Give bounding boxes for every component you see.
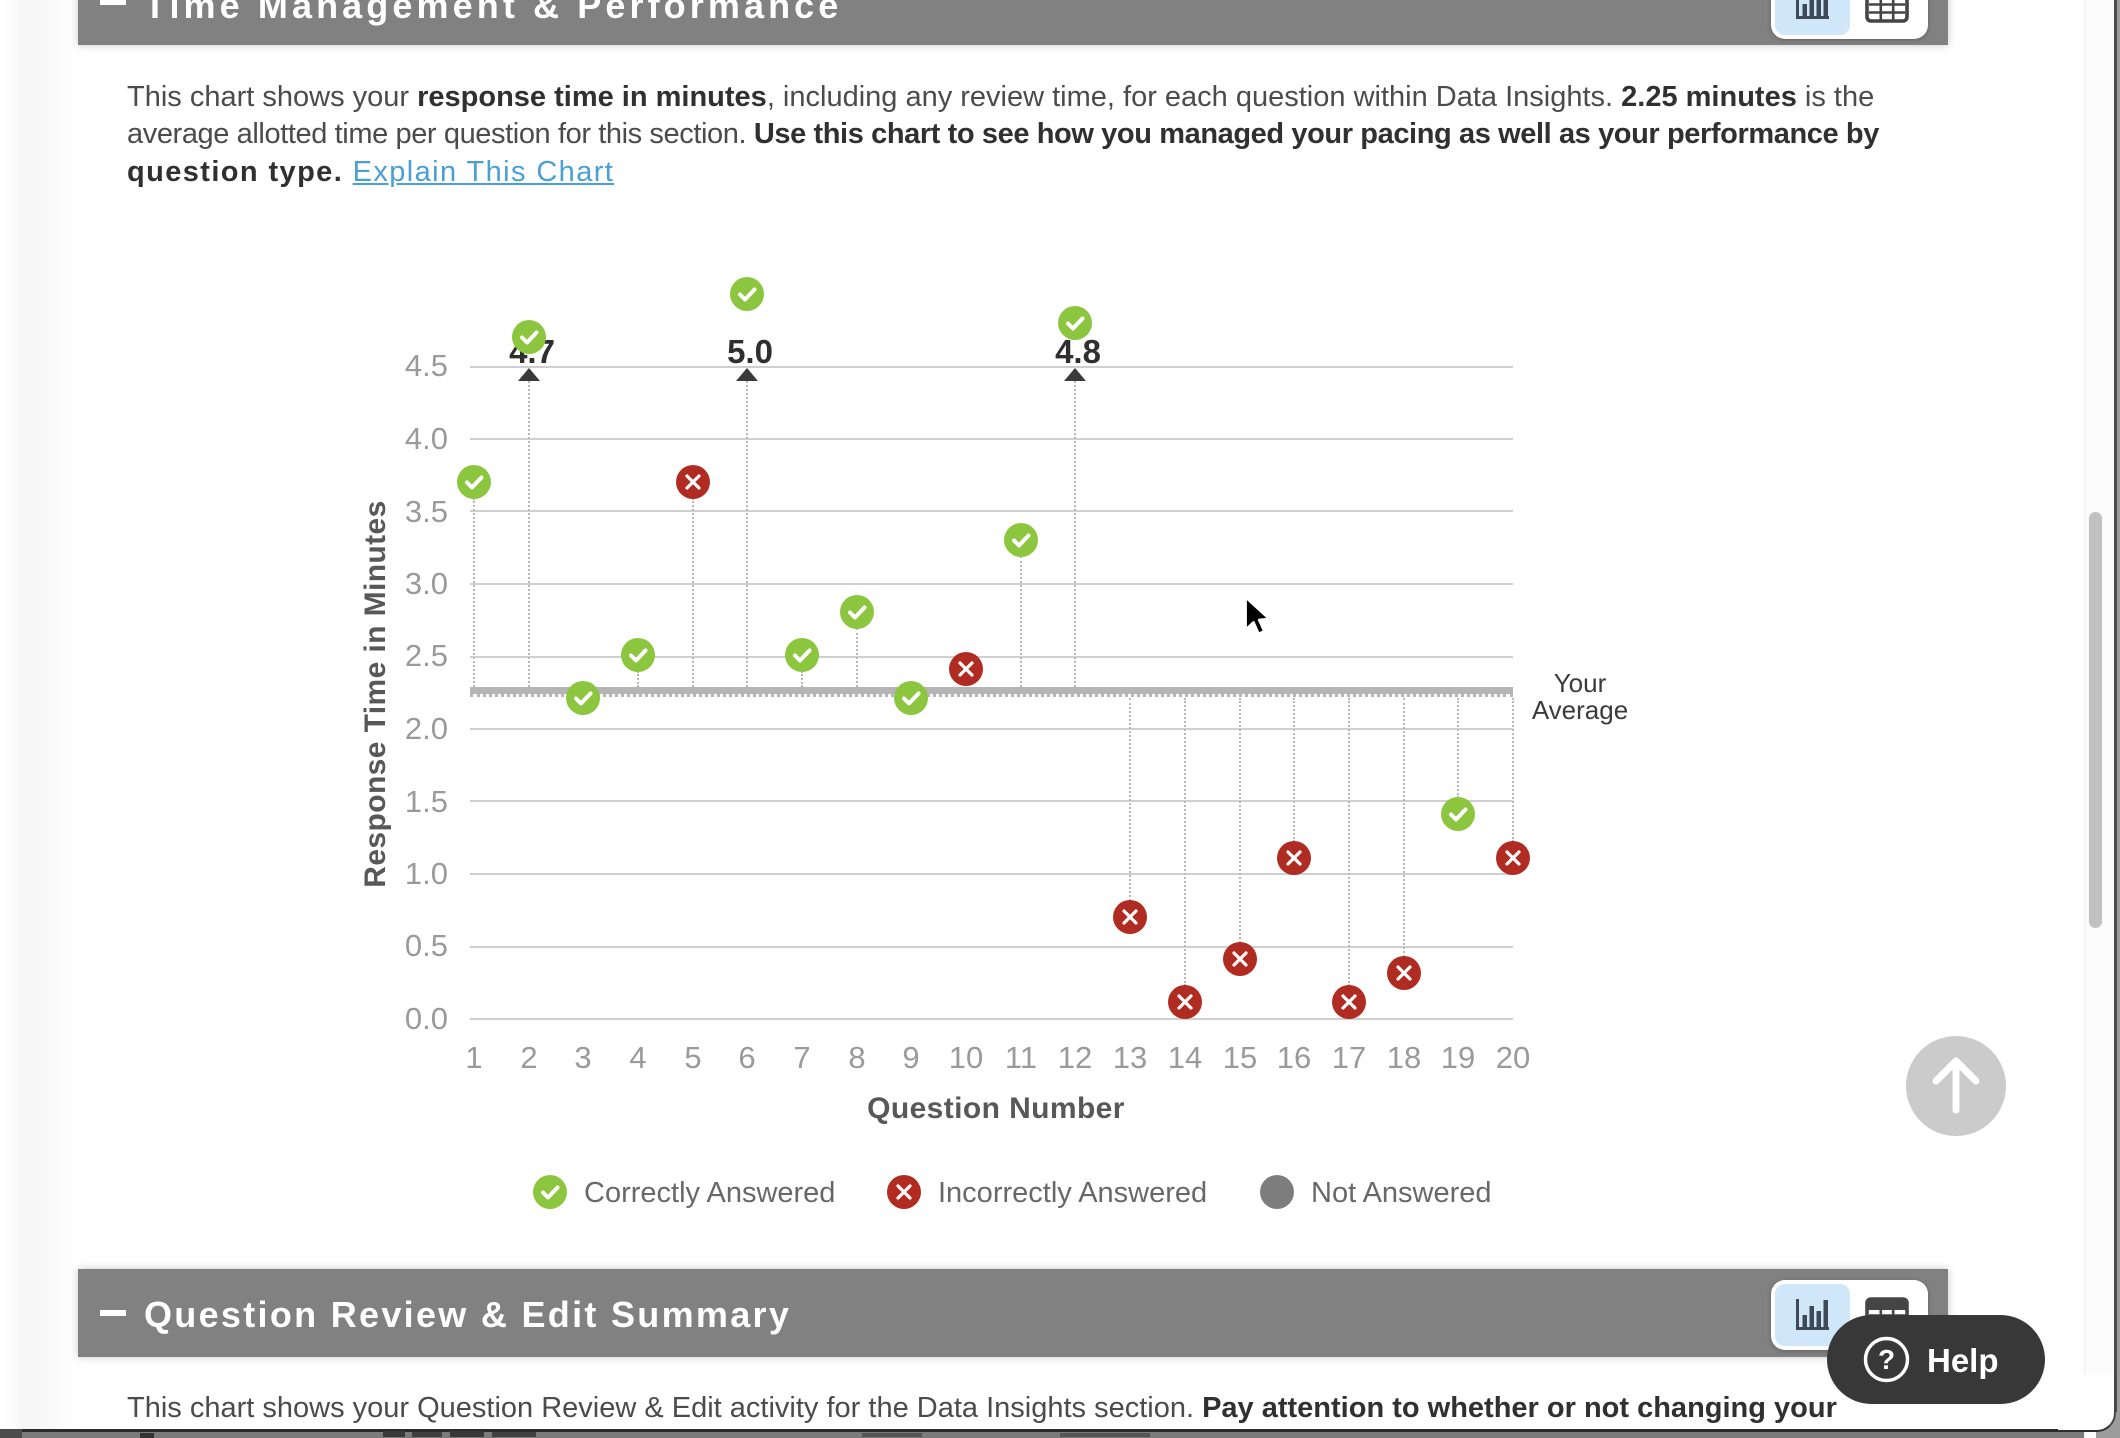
svg-text:?: ? xyxy=(1878,1344,1895,1375)
